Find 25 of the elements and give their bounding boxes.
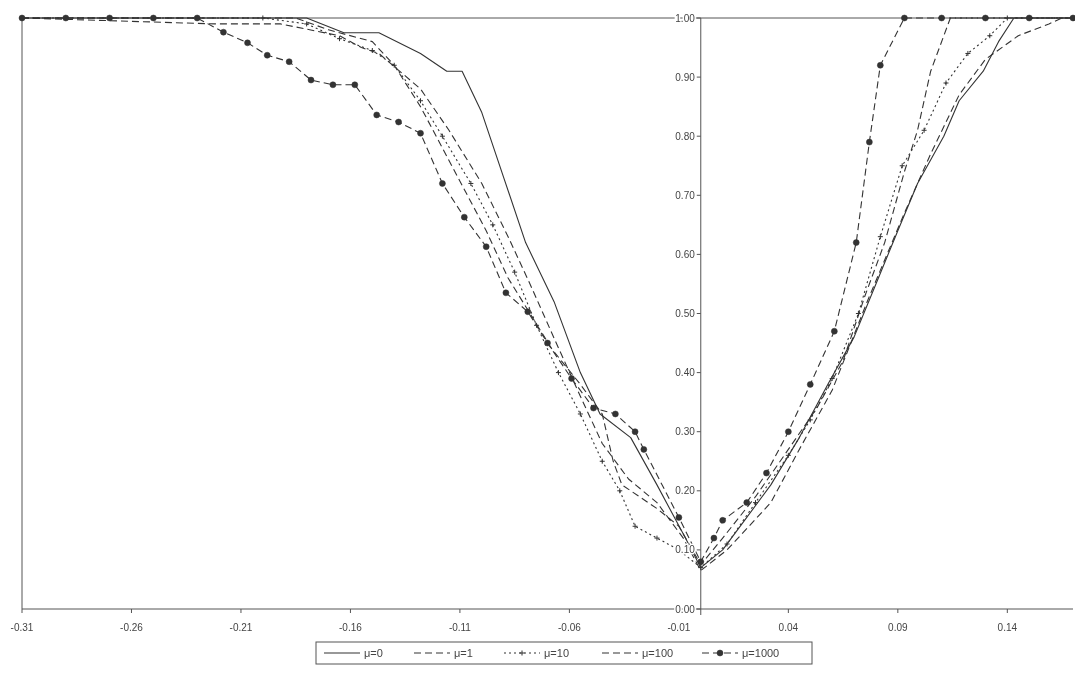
x-tick-label: -0.21 xyxy=(229,622,253,633)
y-tick-label: 0.70 xyxy=(675,189,696,201)
x-tick-label: -0.26 xyxy=(120,622,144,633)
x-tick-label: -0.16 xyxy=(339,622,363,633)
x-tick-label: -0.06 xyxy=(558,622,582,633)
legend-label: μ=10 xyxy=(544,647,569,659)
y-tick-label: 0.90 xyxy=(675,71,696,83)
x-tick-label: 0.14 xyxy=(997,622,1018,633)
legend-label: μ=0 xyxy=(364,647,383,659)
x-tick-label: 0.04 xyxy=(778,622,799,633)
y-tick-label: 1.00 xyxy=(675,12,696,24)
x-tick-label: -0.11 xyxy=(448,622,472,633)
y-tick-label: 0.40 xyxy=(675,367,696,379)
x-tick-label: -0.31 xyxy=(10,622,34,633)
legend-label: μ=100 xyxy=(642,647,674,659)
x-tick-label: 0.09 xyxy=(888,622,908,633)
y-tick-label: 0.20 xyxy=(675,485,696,497)
y-tick-label: 0.80 xyxy=(675,130,696,142)
y-tick-label: 0.00 xyxy=(675,603,696,615)
y-tick-label: 0.60 xyxy=(675,248,696,260)
legend-label: μ=1 xyxy=(454,647,473,659)
y-tick-label: 0.30 xyxy=(675,426,696,438)
legend-label: μ=1000 xyxy=(742,647,780,659)
y-tick-label: 0.50 xyxy=(675,308,696,319)
x-tick-label: -0.01 xyxy=(667,622,691,633)
